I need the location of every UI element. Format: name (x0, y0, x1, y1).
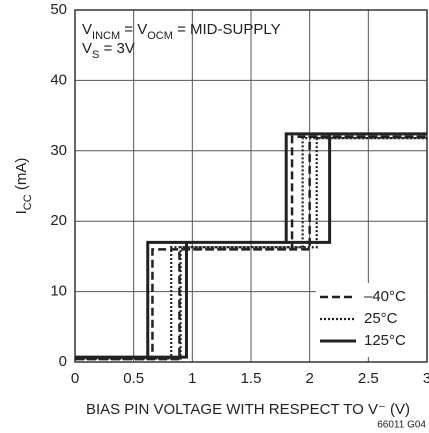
y-axis-label-part: (mA) (13, 158, 30, 195)
annotation: VINCM = VOCM = MID-SUPPLY (82, 21, 281, 42)
legend-label: 125°C (364, 332, 406, 349)
x-tick-label: 3 (423, 370, 429, 387)
y-tick-label: 30 (50, 142, 67, 159)
annotation-part: V (82, 21, 92, 38)
series-line (75, 135, 427, 361)
y-tick-label: 0 (59, 353, 67, 370)
x-axis-label: BIAS PIN VOLTAGE WITH RESPECT TO V⁻ (V) (86, 401, 410, 418)
x-tick-label: 2 (305, 370, 313, 387)
annotation-part: = MID-SUPPLY (173, 21, 281, 38)
y-tick-label: 40 (50, 71, 67, 88)
annotation-part: = V (120, 21, 147, 38)
y-tick-label: 50 (50, 1, 67, 18)
legend-label: –40°C (364, 288, 406, 305)
annotation-part: S (92, 49, 99, 61)
x-tick-label: 0.5 (123, 370, 144, 387)
x-tick-label: 1 (188, 370, 196, 387)
legend-box (316, 283, 426, 357)
annotation-part: = 3V (99, 40, 134, 57)
annotation-part: OCM (147, 30, 173, 42)
legend-label: 25°C (364, 310, 398, 327)
annotation-part: INCM (92, 30, 120, 42)
annotation: VS = 3V (82, 40, 135, 61)
x-tick-label: 0 (71, 370, 79, 387)
plot-frame (74, 9, 428, 363)
y-axis-label-part: CC (22, 194, 34, 210)
x-tick-label: 2.5 (358, 370, 379, 387)
y-tick-label: 10 (50, 283, 67, 300)
series-line (75, 132, 427, 359)
y-axis-label: ICC (mA) (13, 158, 34, 215)
y-axis-label-part: I (13, 210, 30, 214)
annotation-part: V (82, 40, 92, 57)
footnote: 66011 G04 (377, 420, 426, 431)
y-tick-label: 20 (50, 212, 67, 229)
x-tick-label: 1.5 (241, 370, 262, 387)
